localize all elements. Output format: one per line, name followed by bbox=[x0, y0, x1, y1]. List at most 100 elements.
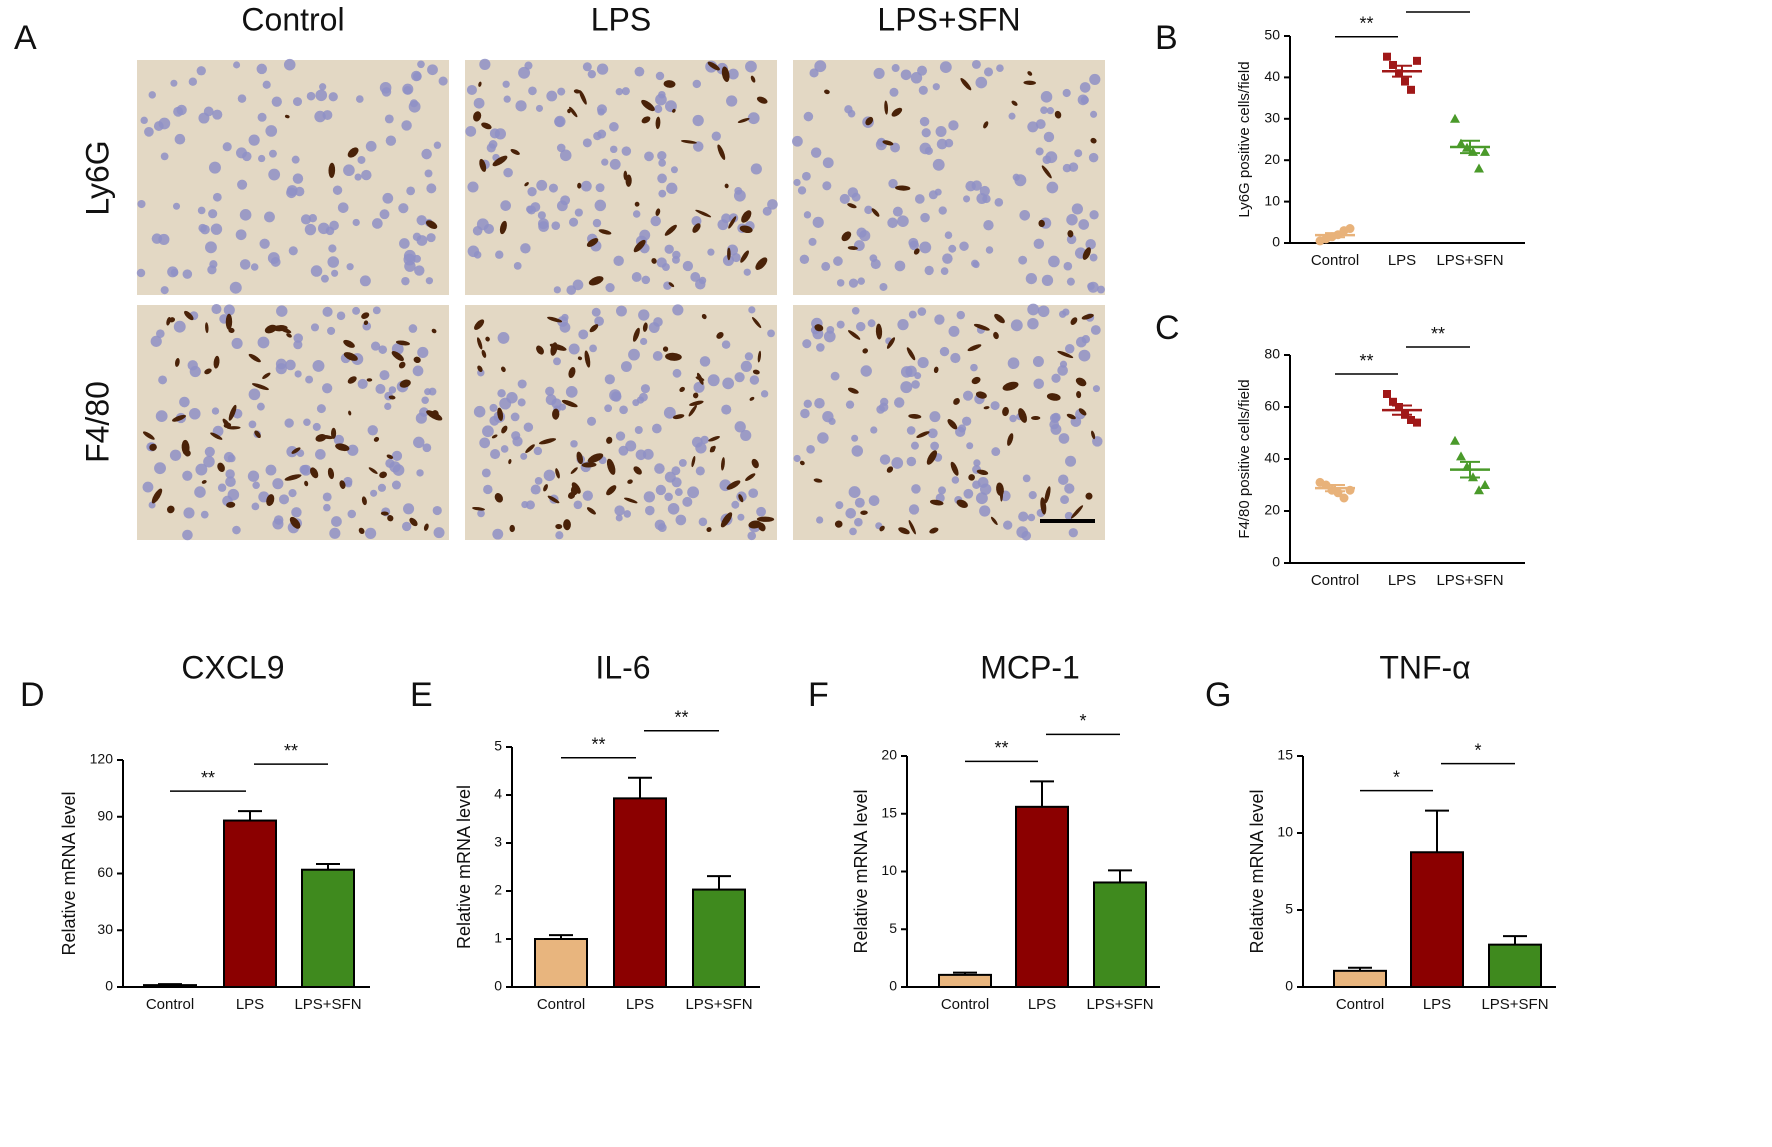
nucleus bbox=[731, 253, 741, 263]
stain bbox=[508, 459, 512, 465]
nucleus bbox=[438, 76, 448, 86]
stain bbox=[361, 312, 370, 319]
stain bbox=[755, 257, 768, 270]
nucleus bbox=[426, 233, 436, 243]
nucleus bbox=[851, 434, 859, 442]
stain bbox=[1018, 408, 1028, 423]
nucleus bbox=[156, 329, 165, 339]
stain bbox=[473, 111, 482, 122]
nucleus bbox=[924, 146, 933, 155]
stain bbox=[695, 209, 712, 218]
nucleus bbox=[545, 386, 555, 396]
stain bbox=[633, 239, 646, 253]
stain bbox=[701, 313, 707, 320]
y-axis-label: Relative mRNA level bbox=[851, 789, 871, 953]
stain bbox=[262, 372, 271, 379]
nucleus bbox=[235, 229, 247, 241]
nucleus bbox=[894, 260, 906, 272]
y-tick-label: 0 bbox=[889, 978, 897, 994]
nucleus bbox=[1042, 155, 1052, 165]
stain bbox=[847, 203, 857, 209]
nucleus bbox=[209, 260, 218, 269]
stain bbox=[717, 144, 726, 160]
nucleus bbox=[1022, 474, 1031, 483]
nucleus bbox=[972, 260, 980, 269]
nucleus bbox=[927, 428, 938, 439]
nucleus bbox=[530, 202, 541, 212]
stain bbox=[379, 471, 387, 479]
nucleus bbox=[1035, 147, 1044, 156]
stain bbox=[668, 282, 675, 288]
stain bbox=[586, 238, 599, 247]
stain bbox=[737, 117, 750, 123]
stain bbox=[707, 61, 720, 71]
nucleus bbox=[503, 167, 513, 178]
nucleus bbox=[935, 126, 947, 138]
nucleus bbox=[891, 64, 900, 73]
nucleus bbox=[401, 120, 412, 131]
stain bbox=[799, 460, 805, 466]
stain bbox=[708, 436, 720, 442]
stain bbox=[589, 324, 599, 333]
nucleus bbox=[692, 114, 704, 127]
significance-label: ** bbox=[284, 741, 298, 761]
nucleus bbox=[932, 83, 940, 91]
nucleus bbox=[1048, 255, 1060, 268]
stain bbox=[387, 515, 394, 522]
stain bbox=[547, 495, 560, 504]
nucleus bbox=[411, 70, 422, 82]
nucleus bbox=[891, 457, 904, 469]
nucleus bbox=[331, 269, 339, 277]
nucleus bbox=[537, 211, 546, 220]
nucleus bbox=[304, 223, 317, 236]
nucleus bbox=[256, 63, 268, 75]
panel-letter: B bbox=[1155, 19, 1178, 57]
nucleus bbox=[979, 505, 991, 517]
nucleus bbox=[640, 384, 650, 394]
nucleus bbox=[653, 317, 663, 327]
nucleus bbox=[379, 370, 390, 381]
stain bbox=[1054, 110, 1062, 119]
nucleus bbox=[634, 66, 645, 77]
nucleus bbox=[951, 476, 960, 484]
nucleus bbox=[182, 269, 193, 279]
nucleus bbox=[682, 260, 694, 272]
nucleus bbox=[870, 426, 878, 434]
nucleus bbox=[921, 128, 931, 138]
nucleus bbox=[767, 329, 775, 338]
stain bbox=[569, 106, 578, 118]
nucleus bbox=[1046, 181, 1059, 194]
nucleus bbox=[932, 158, 945, 171]
nucleus bbox=[655, 71, 665, 81]
stain bbox=[320, 434, 334, 440]
nucleus bbox=[136, 268, 146, 278]
stain bbox=[1076, 391, 1082, 399]
stain bbox=[266, 494, 275, 506]
point bbox=[1474, 485, 1484, 495]
stain bbox=[524, 182, 529, 187]
nucleus bbox=[672, 368, 682, 378]
stain bbox=[625, 174, 632, 187]
nucleus bbox=[188, 77, 198, 86]
stain bbox=[184, 310, 194, 321]
stain bbox=[745, 473, 756, 481]
stain bbox=[151, 488, 163, 504]
nucleus bbox=[1089, 210, 1099, 220]
stain bbox=[720, 457, 725, 471]
nucleus bbox=[808, 237, 817, 246]
stain bbox=[756, 516, 775, 522]
nucleus bbox=[747, 112, 760, 125]
stain bbox=[886, 466, 894, 473]
x-tick-label: LPS+SFN bbox=[294, 996, 361, 1013]
nucleus bbox=[690, 272, 701, 282]
nucleus bbox=[262, 80, 271, 89]
panel-letter: A bbox=[14, 19, 37, 57]
nucleus bbox=[1066, 277, 1075, 286]
nucleus bbox=[233, 61, 241, 69]
x-tick-label: LPS bbox=[626, 996, 654, 1013]
nucleus bbox=[991, 447, 1001, 456]
nucleus bbox=[155, 410, 168, 423]
nucleus bbox=[644, 151, 654, 162]
stain bbox=[494, 493, 504, 503]
stain bbox=[598, 229, 612, 235]
